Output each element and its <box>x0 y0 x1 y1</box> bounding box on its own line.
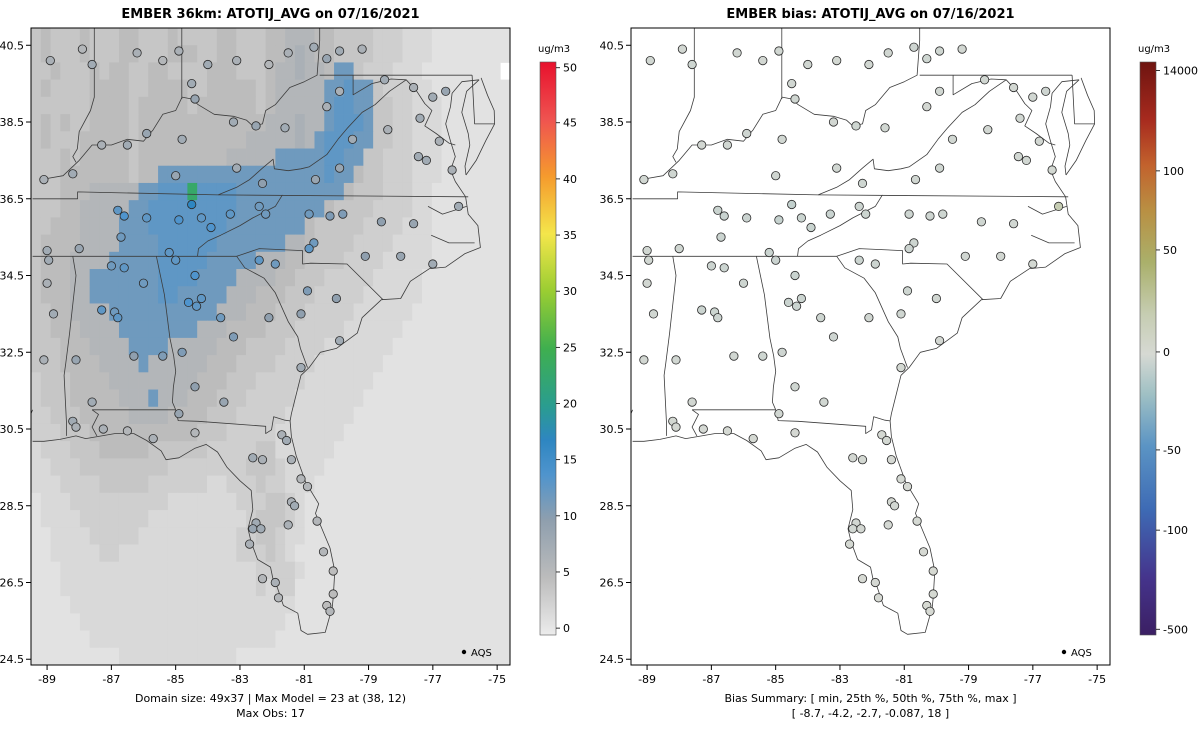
svg-text:40: 40 <box>563 173 577 186</box>
svg-text:-81: -81 <box>895 673 913 686</box>
svg-text:-77: -77 <box>1024 673 1042 686</box>
svg-text:32.5: 32.5 <box>0 346 24 359</box>
svg-text:24.5: 24.5 <box>600 653 624 666</box>
state-borders <box>631 28 1095 635</box>
svg-text:40.5: 40.5 <box>600 39 624 52</box>
model-map-plot: -89 -87 -85 -83 -81 -79 -77 -75 24.5 26.5 28.5 30.5… <box>0 27 577 686</box>
svg-text:-87: -87 <box>102 673 120 686</box>
model-panel-captions: Domain size: 49x37 | Max Model = 23 at (… <box>11 691 530 721</box>
svg-text:AQS: AQS <box>471 648 492 659</box>
svg-text:-81: -81 <box>295 673 313 686</box>
station-points <box>39 42 464 616</box>
svg-text:-85: -85 <box>167 673 185 686</box>
aqs-legend: AQS <box>461 648 492 659</box>
station-points <box>639 42 1064 616</box>
svg-text:28.5: 28.5 <box>0 500 24 513</box>
svg-text:0: 0 <box>563 622 570 635</box>
svg-text:20: 20 <box>563 398 577 411</box>
caption-bias-summary-values: [ -8.7, -4.2, -2.7, -0.087, 18 ] <box>791 707 950 720</box>
colorbar: ug/m3 14000 100 50 0 -50 -100 -500 <box>1138 44 1198 636</box>
svg-text:-500: -500 <box>1163 623 1188 636</box>
svg-text:35: 35 <box>563 229 577 242</box>
bias-map-plot: -89 -87 -85 -83 -81 -79 -77 -75 24.5 26.5 28.5 30.5… <box>600 27 1198 686</box>
svg-text:AQS: AQS <box>1071 648 1092 659</box>
svg-text:-50: -50 <box>1163 444 1181 457</box>
svg-text:15: 15 <box>563 454 577 467</box>
svg-text:45: 45 <box>563 117 577 130</box>
svg-text:36.5: 36.5 <box>600 193 624 206</box>
svg-text:30: 30 <box>563 285 577 298</box>
svg-text:100: 100 <box>1163 165 1184 178</box>
svg-text:30.5: 30.5 <box>600 423 624 436</box>
svg-text:38.5: 38.5 <box>0 116 24 129</box>
svg-text:-77: -77 <box>424 673 442 686</box>
svg-text:25: 25 <box>563 341 577 354</box>
map-background <box>631 28 1110 665</box>
caption-max-obs: Max Obs: 17 <box>236 707 305 720</box>
svg-text:30.5: 30.5 <box>0 423 24 436</box>
plot-border <box>630 27 1111 666</box>
svg-text:0: 0 <box>1163 346 1170 359</box>
svg-text:-83: -83 <box>831 673 849 686</box>
model-map-panel: -89 -87 -85 -83 -81 -79 -77 -75 24.5 26.5 28.5 30.5… <box>0 7 577 721</box>
svg-text:28.5: 28.5 <box>600 500 624 513</box>
svg-text:34.5: 34.5 <box>600 270 624 283</box>
plot-border <box>30 27 511 666</box>
svg-text:26.5: 26.5 <box>600 576 624 589</box>
aqs-dot-icon <box>1061 649 1067 655</box>
svg-text:-87: -87 <box>702 673 720 686</box>
bias-panel-title: EMBER bias: ATOTIJ_AVG on 07/16/2021 <box>726 7 1015 22</box>
svg-text:26.5: 26.5 <box>0 576 24 589</box>
colorbar-units-label: ug/m3 <box>1138 44 1170 55</box>
svg-text:-89: -89 <box>38 673 56 686</box>
svg-text:-79: -79 <box>360 673 378 686</box>
y-axis: 24.5 26.5 28.5 30.5 32.5 34.5 36.5 38.5 40.5 <box>0 39 31 666</box>
svg-text:34.5: 34.5 <box>0 270 24 283</box>
svg-text:14000: 14000 <box>1163 65 1198 78</box>
svg-text:-85: -85 <box>767 673 785 686</box>
svg-text:50: 50 <box>563 62 577 75</box>
colorbar: ug/m3 0 5 10 15 20 25 30 35 40 45 50 <box>538 44 577 636</box>
model-panel-title: EMBER 36km: ATOTIJ_AVG on 07/16/2021 <box>121 7 420 22</box>
caption-domain-size: Domain size: 49x37 | Max Model = 23 at (… <box>134 692 406 705</box>
svg-text:32.5: 32.5 <box>600 346 624 359</box>
svg-text:24.5: 24.5 <box>0 653 24 666</box>
svg-text:-75: -75 <box>488 673 506 686</box>
svg-text:-89: -89 <box>638 673 656 686</box>
aqs-dot-icon <box>461 649 467 655</box>
svg-text:40.5: 40.5 <box>0 39 24 52</box>
svg-text:36.5: 36.5 <box>0 193 24 206</box>
y-axis: 24.5 26.5 28.5 30.5 32.5 34.5 36.5 38.5 40.5 <box>600 39 631 666</box>
aqs-legend: AQS <box>1061 648 1092 659</box>
svg-text:50: 50 <box>1163 244 1177 257</box>
bias-map-panel: -89 -87 -85 -83 -81 -79 -77 -75 24.5 26.5 28.5 30.5… <box>600 0 1200 750</box>
bias-panel-captions: Bias Summary: [ min, 25th %, 50th %, 75t… <box>611 691 1130 721</box>
caption-bias-summary-header: Bias Summary: [ min, 25th %, 50th %, 75t… <box>724 692 1017 705</box>
svg-text:-79: -79 <box>960 673 978 686</box>
svg-text:5: 5 <box>563 566 570 579</box>
colorbar-units-label: ug/m3 <box>538 44 570 55</box>
x-axis: -89 -87 -85 -83 -81 -79 -77 -75 <box>38 665 506 686</box>
x-axis: -89 -87 -85 -83 -81 -79 -77 -75 <box>638 665 1106 686</box>
svg-text:38.5: 38.5 <box>600 116 624 129</box>
svg-text:-83: -83 <box>231 673 249 686</box>
svg-text:-75: -75 <box>1088 673 1106 686</box>
svg-text:10: 10 <box>563 510 577 523</box>
svg-text:-100: -100 <box>1163 524 1188 537</box>
